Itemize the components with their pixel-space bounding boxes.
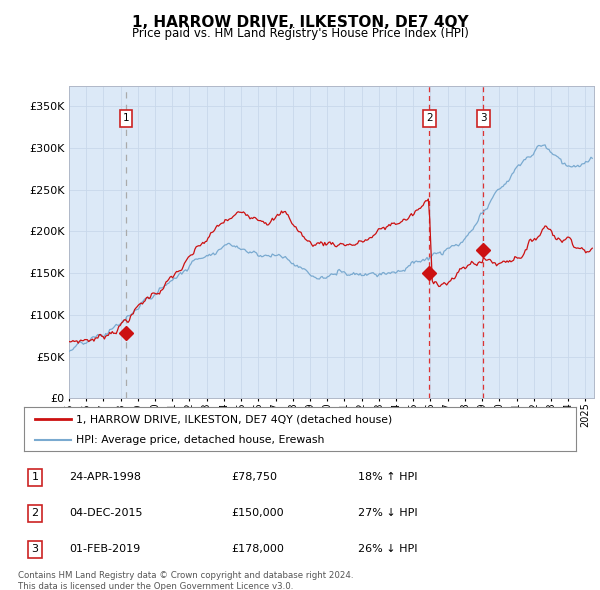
Text: Contains HM Land Registry data © Crown copyright and database right 2024.
This d: Contains HM Land Registry data © Crown c… [18, 571, 353, 590]
Text: 18% ↑ HPI: 18% ↑ HPI [358, 473, 417, 483]
Text: 27% ↓ HPI: 27% ↓ HPI [358, 509, 417, 518]
Text: £178,000: £178,000 [231, 544, 284, 554]
Text: 1, HARROW DRIVE, ILKESTON, DE7 4QY (detached house): 1, HARROW DRIVE, ILKESTON, DE7 4QY (deta… [76, 415, 392, 424]
Text: 26% ↓ HPI: 26% ↓ HPI [358, 544, 417, 554]
Text: 3: 3 [480, 113, 487, 123]
Text: £150,000: £150,000 [231, 509, 284, 518]
Text: 2: 2 [426, 113, 433, 123]
Text: 1: 1 [122, 113, 129, 123]
Text: £78,750: £78,750 [231, 473, 277, 483]
Text: 24-APR-1998: 24-APR-1998 [70, 473, 142, 483]
Text: HPI: Average price, detached house, Erewash: HPI: Average price, detached house, Erew… [76, 435, 325, 445]
Text: 3: 3 [32, 544, 38, 554]
Text: 01-FEB-2019: 01-FEB-2019 [70, 544, 141, 554]
Text: 1, HARROW DRIVE, ILKESTON, DE7 4QY: 1, HARROW DRIVE, ILKESTON, DE7 4QY [131, 15, 469, 30]
Text: 2: 2 [31, 509, 38, 518]
Text: 1: 1 [32, 473, 38, 483]
Text: 04-DEC-2015: 04-DEC-2015 [70, 509, 143, 518]
Text: Price paid vs. HM Land Registry's House Price Index (HPI): Price paid vs. HM Land Registry's House … [131, 27, 469, 40]
